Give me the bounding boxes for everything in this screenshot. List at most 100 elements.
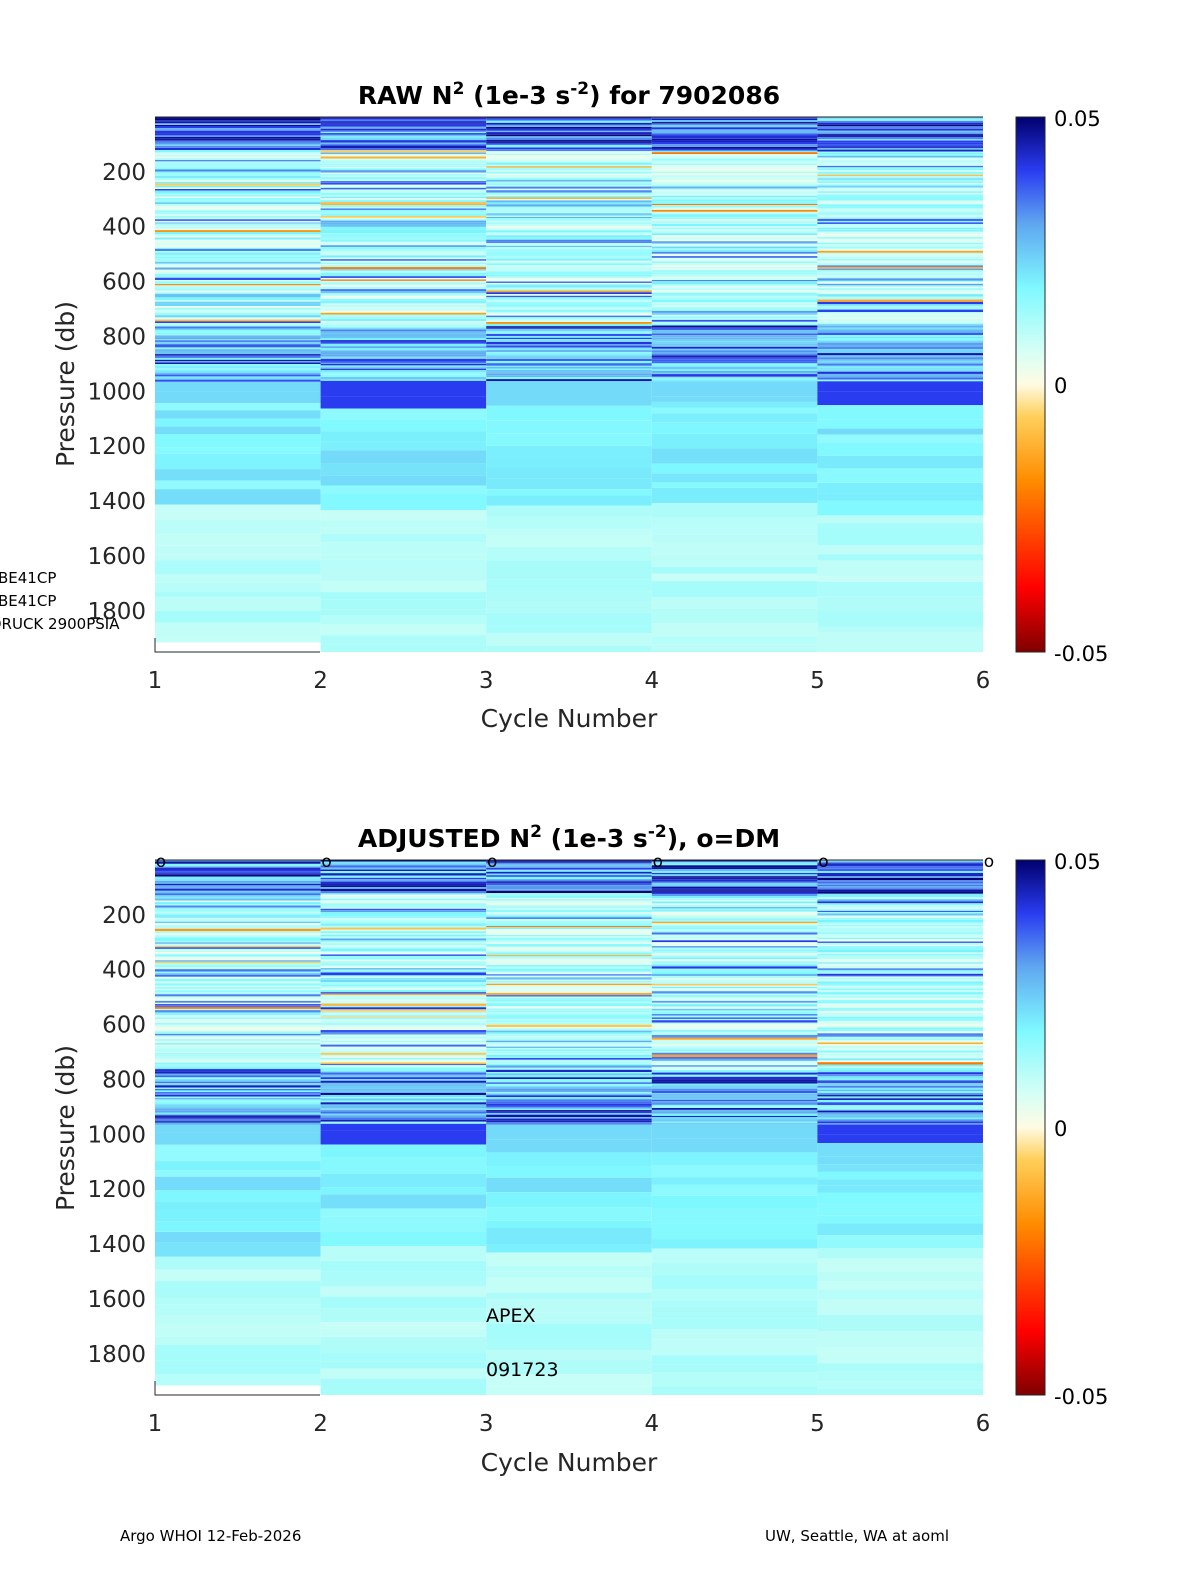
heatmap-cell bbox=[486, 959, 652, 962]
heatmap-cell bbox=[155, 1096, 321, 1099]
heatmap-cell bbox=[651, 349, 818, 351]
heatmap-cell bbox=[651, 920, 818, 922]
heatmap-cell bbox=[651, 953, 818, 956]
heatmap-cell bbox=[320, 1003, 487, 1006]
heatmap-cell bbox=[651, 1068, 818, 1071]
heatmap-cell bbox=[486, 184, 652, 187]
heatmap-cell bbox=[651, 343, 818, 346]
heatmap-cell bbox=[651, 363, 818, 366]
heatmap-cell bbox=[155, 380, 321, 382]
heatmap-cell bbox=[651, 205, 818, 208]
heatmap-cell bbox=[817, 984, 983, 986]
heatmap-cell bbox=[486, 882, 652, 886]
heatmap-cell bbox=[817, 266, 983, 269]
heatmap-cell bbox=[651, 218, 818, 221]
heatmap-cell bbox=[651, 542, 818, 555]
heatmap-cell bbox=[486, 875, 652, 877]
heatmap-cell bbox=[486, 1048, 652, 1050]
heatmap-cell bbox=[651, 396, 818, 402]
heatmap-cell bbox=[320, 962, 487, 965]
heatmap-cell bbox=[651, 448, 818, 464]
heatmap-cell bbox=[155, 334, 321, 336]
heatmap-cell bbox=[155, 309, 321, 312]
heatmap-cell bbox=[486, 316, 652, 319]
heatmap-cell bbox=[155, 1115, 321, 1118]
heatmap-cell bbox=[817, 1009, 983, 1011]
heatmap-cell bbox=[486, 345, 652, 348]
heatmap-cell bbox=[320, 951, 487, 953]
heatmap-cell bbox=[651, 123, 818, 126]
adjusted-chart-title: ADJUSTED N2 (1e-3 s-2), o=DM bbox=[358, 822, 780, 853]
heatmap-cell bbox=[155, 1336, 321, 1345]
heatmap-cell bbox=[817, 290, 983, 293]
heatmap-cell bbox=[320, 910, 487, 913]
heatmap-cell bbox=[651, 246, 818, 249]
heatmap-cell bbox=[817, 893, 983, 896]
heatmap-cell bbox=[651, 1001, 818, 1003]
heatmap-cell bbox=[817, 331, 983, 333]
heatmap-cell bbox=[155, 974, 321, 977]
heatmap-cell bbox=[486, 313, 652, 316]
heatmap-cell bbox=[155, 921, 321, 924]
heatmap-cell bbox=[651, 900, 818, 902]
heatmap-cell bbox=[486, 1027, 652, 1029]
heatmap-cell bbox=[817, 276, 983, 279]
heatmap-cell bbox=[486, 981, 652, 983]
x-tick-label: 6 bbox=[976, 668, 991, 694]
heatmap-cell bbox=[486, 202, 652, 205]
heatmap-cell bbox=[651, 1372, 818, 1387]
heatmap-cell bbox=[320, 977, 487, 980]
heatmap-cell bbox=[651, 184, 818, 187]
heatmap-cell bbox=[320, 295, 487, 298]
heatmap-cell bbox=[651, 972, 818, 974]
heatmap-cell bbox=[320, 343, 487, 347]
heatmap-cell bbox=[155, 961, 321, 964]
heatmap-cell bbox=[651, 1039, 818, 1043]
heatmap-cell bbox=[320, 128, 487, 131]
heatmap-cell bbox=[155, 545, 321, 555]
heatmap-cell bbox=[651, 207, 818, 210]
heatmap-cell bbox=[651, 294, 818, 296]
heatmap-cell bbox=[817, 124, 983, 127]
heatmap-cell bbox=[817, 280, 983, 282]
heatmap-cell bbox=[320, 1007, 487, 1010]
heatmap-cell bbox=[817, 159, 983, 163]
heatmap-cell bbox=[320, 245, 487, 248]
heatmap-cell bbox=[817, 1031, 983, 1034]
heatmap-cell bbox=[155, 1042, 321, 1045]
heatmap-cell bbox=[486, 1040, 652, 1043]
heatmap-cell bbox=[320, 903, 487, 905]
heatmap-cell bbox=[651, 243, 818, 246]
heatmap-cell bbox=[817, 913, 983, 916]
heatmap-cell bbox=[486, 860, 652, 862]
heatmap-cell bbox=[486, 198, 652, 201]
heatmap-cell bbox=[155, 272, 321, 275]
heatmap-cell bbox=[155, 931, 321, 933]
heatmap-cell bbox=[155, 1256, 321, 1270]
adjusted-heatmap bbox=[155, 860, 983, 1395]
heatmap-cell bbox=[486, 326, 652, 328]
heatmap-cell bbox=[651, 163, 818, 166]
heatmap-cell bbox=[155, 883, 321, 886]
heatmap-cell bbox=[155, 935, 321, 938]
heatmap-cell bbox=[320, 314, 487, 317]
heatmap-cell bbox=[155, 1061, 321, 1063]
heatmap-cell bbox=[320, 1044, 487, 1047]
heatmap-cell bbox=[320, 968, 487, 970]
heatmap-cell bbox=[486, 128, 652, 131]
heatmap-cell bbox=[155, 1079, 321, 1082]
heatmap-cell bbox=[155, 867, 321, 870]
heatmap-cell bbox=[320, 196, 487, 199]
heatmap-cell bbox=[155, 1062, 321, 1064]
heatmap-cell bbox=[817, 515, 983, 523]
heatmap-cell bbox=[651, 407, 818, 414]
heatmap-cell bbox=[817, 1002, 983, 1004]
heatmap-cell bbox=[320, 971, 487, 974]
heatmap-cell bbox=[155, 925, 321, 928]
heatmap-cell bbox=[155, 163, 321, 166]
heatmap-cell bbox=[817, 632, 983, 648]
heatmap-cell bbox=[817, 907, 983, 910]
heatmap-cell bbox=[155, 280, 321, 282]
